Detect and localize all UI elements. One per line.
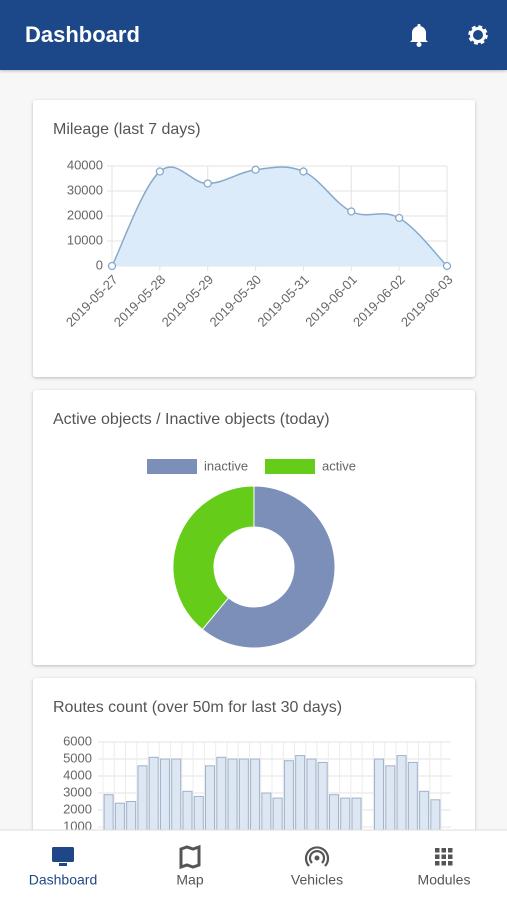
nav-item[interactable]: Vehicles <box>291 846 343 888</box>
card-title: Routes count (over 50m for last 30 days) <box>53 699 342 716</box>
nav-icon <box>441 854 446 859</box>
doughnut-segment <box>201 485 336 649</box>
settings-button[interactable] <box>468 25 488 45</box>
nav-item[interactable]: Map <box>176 844 204 888</box>
cards: Mileage (last 7 days) 0 10000 20000 30000 400… <box>33 100 475 900</box>
nav-icon <box>52 847 74 862</box>
nav-icon <box>304 846 330 867</box>
y-tick-label: 3000 <box>63 784 92 799</box>
nav-icon <box>314 855 320 861</box>
app-title: Dashboard <box>25 22 140 47</box>
nav-icon-group <box>52 847 74 866</box>
card: Mileage (last 7 days) 0 10000 20000 30000 400… <box>33 100 475 377</box>
legend-label: active <box>322 458 356 473</box>
y-tick-label: 40000 <box>67 157 103 172</box>
point <box>347 207 356 216</box>
nav-icon <box>435 854 440 859</box>
nav-label: Modules <box>418 872 471 888</box>
point <box>299 167 308 176</box>
nav-icon <box>448 861 453 866</box>
y-tick-label: 30000 <box>67 182 103 197</box>
y-tick-label: 6000 <box>63 733 92 748</box>
nav-icon <box>448 854 453 859</box>
y-tick-label: 10000 <box>67 232 103 247</box>
y-tick-label: 4000 <box>63 767 92 782</box>
point <box>442 261 452 271</box>
bottom-nav <box>0 830 507 900</box>
nav-icon <box>435 861 440 866</box>
nav-icon <box>179 844 201 870</box>
nav-items: Dashboard Map Vehicles Modules <box>29 844 471 888</box>
legend-label: inactive <box>204 458 248 473</box>
nav-icon <box>441 861 446 866</box>
nav-icon <box>435 848 440 853</box>
nav-icon-group <box>179 844 201 870</box>
nav-icon <box>441 848 446 853</box>
card-title: Active objects / Inactive objects (today… <box>53 411 330 428</box>
nav-icon <box>59 863 67 866</box>
nav-icon <box>448 848 453 853</box>
nav-icon-group <box>435 848 453 866</box>
notifications-button[interactable] <box>410 24 428 47</box>
point <box>107 261 117 271</box>
card: Active objects / Inactive objects (today… <box>33 390 475 665</box>
y-tick-label: 0 <box>96 257 103 272</box>
nav-icon-group <box>304 846 330 867</box>
doughnut-segment <box>172 485 255 631</box>
legend-swatch <box>147 459 197 474</box>
nav-item[interactable]: Dashboard <box>29 847 98 888</box>
point <box>203 179 212 188</box>
nav-label: Vehicles <box>291 872 343 888</box>
nav-label: Map <box>176 872 203 888</box>
nav-item[interactable]: Modules <box>418 848 471 888</box>
y-tick-label: 20000 <box>67 207 103 222</box>
point <box>251 165 260 174</box>
card-title: Mileage (last 7 days) <box>53 121 201 138</box>
y-tick-label: 2000 <box>63 801 92 816</box>
nav-label: Dashboard <box>29 872 98 888</box>
point <box>155 167 165 176</box>
y-tick-label: 5000 <box>63 750 92 765</box>
area <box>112 166 447 266</box>
point <box>394 213 404 223</box>
legend-swatch <box>265 459 315 474</box>
